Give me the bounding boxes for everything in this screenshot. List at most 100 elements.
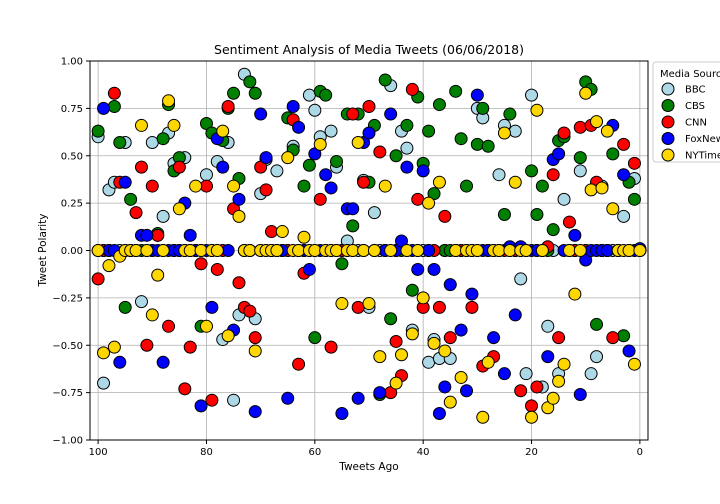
data-point [156, 132, 170, 146]
data-point [124, 192, 138, 206]
data-point [405, 327, 419, 341]
data-point [113, 355, 127, 369]
data-point [367, 244, 381, 257]
data-point [199, 319, 213, 333]
data-point [422, 196, 436, 210]
data-point [487, 331, 501, 345]
data-point [140, 228, 154, 242]
data-point [470, 137, 484, 151]
data-point [199, 179, 213, 193]
data-point [270, 244, 284, 257]
data-point [107, 86, 121, 100]
data-point [292, 120, 306, 134]
data-point [351, 135, 365, 149]
data-point [557, 192, 571, 206]
data-point [97, 346, 111, 360]
data-point [151, 268, 165, 282]
data-point [557, 126, 571, 140]
data-point [145, 308, 159, 322]
data-point [552, 374, 566, 388]
data-point [422, 244, 436, 257]
data-point [519, 367, 533, 381]
data-point [525, 399, 539, 413]
data-point [324, 124, 338, 138]
data-point [497, 208, 511, 221]
data-point [562, 215, 576, 229]
x-tick-label: 0 [637, 447, 643, 458]
data-point [97, 101, 111, 115]
data-point [118, 300, 132, 314]
data-point [362, 297, 376, 311]
data-point [600, 244, 614, 257]
data-point [617, 168, 631, 182]
data-point [302, 158, 316, 172]
data-point [313, 137, 327, 151]
data-point [546, 391, 560, 405]
data-point [275, 225, 289, 239]
data-point [497, 367, 511, 381]
data-point [476, 410, 490, 424]
data-point [335, 257, 349, 271]
data-point [481, 355, 495, 369]
data-point [535, 244, 549, 257]
data-point [389, 149, 403, 163]
data-point [400, 160, 414, 174]
data-point [145, 179, 159, 193]
data-point [525, 164, 539, 178]
data-point [443, 331, 457, 345]
data-point [525, 88, 539, 102]
data-point [460, 179, 474, 193]
legend-label: CNN [685, 118, 707, 129]
data-point [156, 244, 170, 257]
data-point [91, 272, 105, 286]
data-point [140, 244, 154, 257]
data-point [508, 175, 522, 189]
data-point [248, 86, 262, 100]
data-point [118, 175, 132, 189]
data-point [617, 329, 631, 343]
data-point [627, 357, 641, 371]
data-point [259, 151, 273, 165]
data-point [590, 350, 604, 364]
data-point [308, 244, 322, 257]
data-point [227, 179, 241, 193]
data-point [405, 283, 419, 297]
data-point [562, 244, 576, 257]
legend-label: CBS [685, 101, 705, 112]
data-point [205, 393, 219, 407]
data-point [221, 329, 235, 343]
data-point [622, 244, 636, 257]
data-point [552, 331, 566, 345]
data-point [530, 380, 544, 394]
data-point [324, 340, 338, 354]
series-nytimes [91, 86, 647, 424]
data-point [449, 244, 463, 257]
data-point [514, 384, 528, 398]
data-point [210, 244, 224, 257]
data-point [465, 300, 479, 314]
data-point [454, 132, 468, 146]
data-point [432, 175, 446, 189]
data-point [508, 308, 522, 322]
data-point [427, 262, 441, 276]
data-point [443, 395, 457, 409]
legend-marker [661, 132, 675, 145]
y-tick-label: −1.00 [52, 436, 83, 447]
data-point [476, 101, 490, 115]
data-point [302, 262, 316, 276]
data-point [221, 99, 235, 113]
data-point [389, 334, 403, 348]
data-point [411, 192, 425, 206]
data-point [411, 244, 425, 257]
y-tick-label: 0.75 [61, 104, 83, 115]
plot-area: 100 80 60 40 20 0 −1.00 −0.75 −0.50 −0.25 0.00 0.25… [52, 57, 649, 458]
legend-label: NYTimes [685, 151, 720, 162]
legend-label: BBC [685, 85, 706, 96]
data-point [584, 367, 598, 381]
data-point [194, 244, 208, 257]
data-point [541, 319, 555, 333]
x-tick-label: 80 [200, 447, 213, 458]
data-point [546, 223, 560, 237]
legend-marker [661, 115, 675, 129]
data-point [281, 391, 295, 405]
